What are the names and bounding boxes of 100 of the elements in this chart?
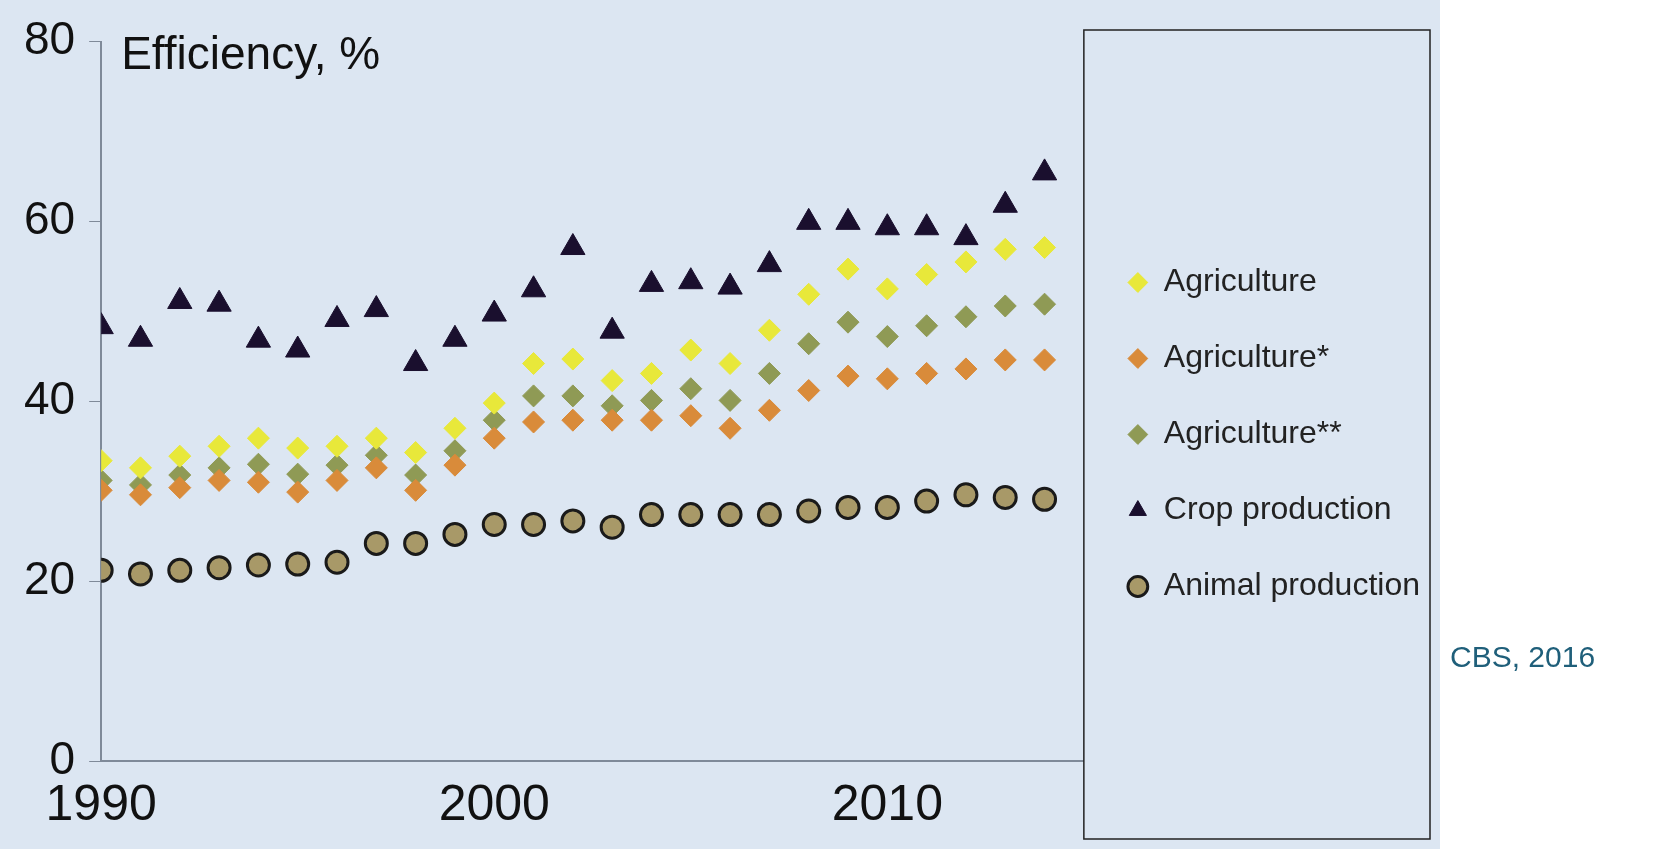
point <box>1033 236 1057 260</box>
point <box>915 263 939 287</box>
point <box>993 348 1017 372</box>
point <box>325 468 349 492</box>
point <box>954 357 978 381</box>
point <box>128 483 152 507</box>
point <box>206 555 232 581</box>
point <box>992 485 1018 511</box>
point <box>638 502 664 528</box>
point <box>797 379 821 403</box>
point <box>403 530 429 556</box>
point <box>128 456 152 480</box>
point <box>679 377 703 401</box>
point <box>756 502 782 528</box>
point <box>364 456 388 480</box>
point <box>757 318 781 342</box>
point <box>639 361 663 385</box>
legend-label: Crop production <box>1163 490 1392 527</box>
point <box>286 480 310 504</box>
x-tick-label: 2010 <box>831 774 943 831</box>
point <box>757 361 781 385</box>
point <box>639 408 663 432</box>
y-tick-label: 60 <box>23 192 76 245</box>
point <box>954 250 978 274</box>
point <box>207 468 231 492</box>
point <box>679 338 703 362</box>
point <box>836 364 860 388</box>
point <box>1033 292 1057 316</box>
point <box>599 514 625 540</box>
point <box>522 410 546 434</box>
point <box>757 398 781 422</box>
legend-label: Animal production <box>1163 566 1420 603</box>
point <box>1032 486 1058 512</box>
y-axis-title: Efficiency, % <box>121 27 381 80</box>
point <box>678 502 704 528</box>
point <box>718 352 742 376</box>
x-tick-label: 2000 <box>438 774 550 831</box>
point <box>324 549 350 575</box>
point <box>561 408 585 432</box>
point <box>600 408 624 432</box>
point <box>797 332 821 356</box>
point <box>679 404 703 428</box>
point <box>875 325 899 349</box>
point <box>915 314 939 338</box>
point <box>874 494 900 520</box>
point <box>953 482 979 508</box>
point <box>914 488 940 514</box>
point <box>836 310 860 334</box>
y-tick-label: 20 <box>23 551 76 604</box>
point <box>364 426 388 450</box>
point <box>127 561 153 587</box>
point <box>522 352 546 376</box>
legend-label: Agriculture** <box>1163 414 1342 451</box>
legend-label: Agriculture* <box>1163 338 1330 375</box>
point <box>404 478 428 502</box>
point <box>482 391 506 415</box>
point <box>246 426 270 450</box>
y-tick-label: 40 <box>23 371 76 424</box>
point <box>639 388 663 412</box>
point <box>325 434 349 458</box>
point <box>875 277 899 301</box>
point <box>1033 348 1057 372</box>
point <box>522 384 546 408</box>
point <box>521 512 547 537</box>
point <box>993 294 1017 318</box>
point <box>245 552 271 578</box>
point <box>915 361 939 385</box>
point <box>875 367 899 391</box>
point <box>207 434 231 458</box>
text: CBS, 2016 <box>1450 640 1596 674</box>
point <box>168 476 192 500</box>
point <box>796 498 822 524</box>
point <box>717 502 743 528</box>
point <box>443 453 467 477</box>
point <box>168 444 192 468</box>
point <box>718 416 742 440</box>
legend-label: Agriculture <box>1163 262 1317 299</box>
point <box>481 512 507 537</box>
point <box>285 551 311 577</box>
point <box>836 257 860 281</box>
point <box>167 557 193 583</box>
point <box>797 282 821 306</box>
point <box>246 470 270 494</box>
point <box>443 416 467 440</box>
point <box>363 530 389 556</box>
point <box>561 347 585 371</box>
point <box>286 462 310 486</box>
point <box>442 521 468 547</box>
point <box>482 426 506 450</box>
point <box>286 436 310 460</box>
point <box>404 441 428 465</box>
point <box>835 494 861 520</box>
point <box>561 384 585 408</box>
point <box>600 369 624 393</box>
point <box>993 237 1017 261</box>
point <box>954 305 978 329</box>
y-tick-label: 80 <box>23 12 76 65</box>
point <box>718 388 742 412</box>
point <box>246 452 270 476</box>
point <box>560 508 586 534</box>
